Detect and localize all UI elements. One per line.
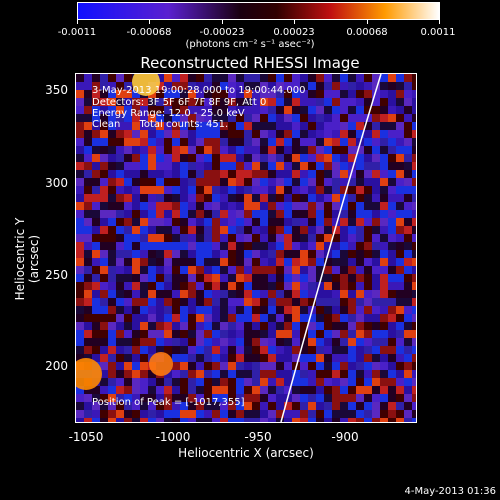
plot-timestamp: 4-May-2013 01:36 [404,486,496,497]
colorbar [77,2,440,20]
y-axis-label: Heliocentric Y (arcsec) [13,217,41,301]
colorbar-tick-label: -0.0011 [57,27,97,38]
y-tick-label: 350 [45,83,68,97]
solar-limb-line [280,74,382,422]
y-tick-label: 250 [45,268,68,282]
info-peak: Position of Peak = [-1017,355] [92,397,245,408]
x-tick-label: -950 [244,430,272,444]
colorbar-tick-label: -0.00068 [126,27,172,38]
colorbar-units: (photons cm⁻² s⁻¹ asec⁻²) [185,39,315,50]
info-detectors: Detectors: 3F 5F 6F 7F 8F 9F, Att 0 [92,97,267,108]
colorbar-tick-label: -0.00023 [199,27,245,38]
y-tick-label: 300 [45,176,68,190]
image-title: Reconstructed RHESSI Image [140,54,360,72]
info-clean: Clean Total counts: 451. [92,119,229,130]
info-time: 3-May-2013 19:00:28.000 to 19:00:44.000 [92,85,306,96]
heatmap-canvas [76,74,416,422]
x-tick-label: -900 [331,430,359,444]
colorbar-tick-label: 0.0011 [420,27,456,38]
info-energy: Energy Range: 12.0 - 25.0 keV [92,108,245,119]
x-axis-label: Heliocentric X (arcsec) [178,446,314,460]
colorbar-tick-label: 0.00023 [273,27,315,38]
colorbar-tick-label: 0.00068 [346,27,388,38]
rhessi-image [75,73,417,423]
y-tick-label: 200 [45,359,68,373]
colorbar-ticks [77,20,440,30]
x-tick-label: -1000 [155,430,191,444]
x-tick-label: -1050 [68,430,104,444]
